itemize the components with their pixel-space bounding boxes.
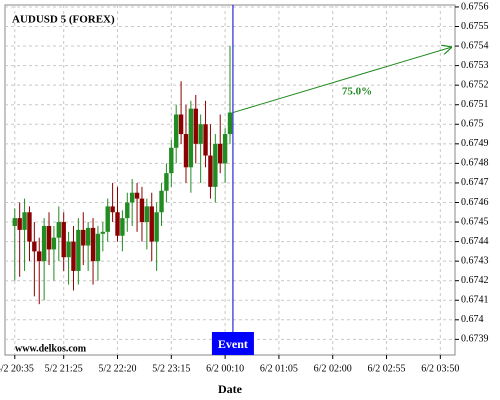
y-tick-label: 0.6755 bbox=[461, 21, 489, 32]
candle-body bbox=[178, 114, 184, 135]
candle-body bbox=[218, 143, 223, 164]
candle-body bbox=[125, 202, 130, 219]
candle-body bbox=[183, 134, 189, 168]
candle-body bbox=[41, 225, 47, 262]
y-tick-label: 0.6741 bbox=[461, 295, 489, 306]
candle-body bbox=[56, 222, 62, 238]
candle-body bbox=[164, 173, 169, 191]
candle-body bbox=[95, 233, 101, 262]
candle-body bbox=[134, 192, 140, 199]
candle-body bbox=[213, 143, 218, 187]
candle-body bbox=[90, 227, 96, 262]
candle-body bbox=[203, 124, 208, 156]
x-tick-label: 6/2 02:00 bbox=[314, 363, 352, 374]
watermark: www.delkos.com bbox=[15, 343, 87, 354]
x-tick-label: 6/2 01:05 bbox=[260, 363, 298, 374]
candle-body bbox=[149, 206, 154, 242]
candle-body bbox=[169, 147, 174, 174]
candle-body bbox=[208, 155, 213, 187]
candle-body bbox=[193, 108, 198, 144]
candle-body bbox=[66, 241, 71, 258]
projection-label: 75.0% bbox=[342, 86, 372, 98]
projection-arrow bbox=[232, 47, 452, 114]
y-tick-label: 0.6746 bbox=[461, 197, 489, 208]
candle-body bbox=[105, 206, 110, 232]
y-tick-label: 0.674 bbox=[461, 314, 484, 325]
y-tick-label: 0.6747 bbox=[461, 177, 489, 188]
candle-body bbox=[115, 212, 120, 236]
candle-body bbox=[173, 114, 179, 148]
y-tick-label: 0.6748 bbox=[461, 158, 489, 169]
candle-body bbox=[17, 218, 22, 230]
candle-body bbox=[222, 134, 228, 164]
y-tick-label: 0.6754 bbox=[461, 40, 489, 51]
candle-body bbox=[110, 206, 115, 213]
x-tick-label: 5/2 22:20 bbox=[98, 363, 136, 374]
candle-body bbox=[76, 229, 81, 271]
y-tick-label: 0.6756 bbox=[461, 1, 489, 12]
x-tick-label: 5/2 20:35 bbox=[0, 363, 34, 374]
candle-body bbox=[81, 229, 86, 246]
y-tick-label: 0.6743 bbox=[461, 255, 489, 266]
y-tick-label: 0.6752 bbox=[461, 79, 489, 90]
candle-body bbox=[144, 206, 150, 223]
candle-body bbox=[129, 192, 135, 203]
candle-body bbox=[12, 218, 17, 226]
candle-body bbox=[139, 198, 145, 223]
y-tick-label: 0.6742 bbox=[461, 275, 489, 286]
candle-body bbox=[51, 237, 57, 250]
event-label: Event bbox=[218, 337, 248, 351]
candle-body bbox=[71, 241, 76, 271]
candle-body bbox=[85, 227, 91, 246]
x-axis-label: Date bbox=[218, 382, 243, 396]
candle-body bbox=[188, 108, 194, 168]
candle-body bbox=[27, 212, 32, 242]
candle-body bbox=[32, 241, 37, 252]
candle-body bbox=[100, 231, 106, 234]
candle-body bbox=[120, 218, 125, 236]
x-tick-label: 6/2 00:10 bbox=[206, 363, 244, 374]
candle-body bbox=[154, 212, 159, 242]
x-tick-label: 6/2 02:55 bbox=[367, 363, 405, 374]
candle-body bbox=[22, 212, 27, 230]
y-tick-label: 0.6744 bbox=[461, 236, 489, 247]
x-tick-label: 5/2 23:15 bbox=[152, 363, 190, 374]
event-box bbox=[211, 332, 254, 355]
y-tick-label: 0.6739 bbox=[461, 334, 489, 345]
candle-body bbox=[227, 112, 233, 135]
x-tick-label: 6/2 03:50 bbox=[421, 363, 459, 374]
y-tick-label: 0.6745 bbox=[461, 216, 489, 227]
chart-title: AUDUSD 5 (FOREX) bbox=[12, 14, 115, 26]
candle-body bbox=[61, 222, 66, 258]
y-tick-label: 0.6753 bbox=[461, 60, 489, 71]
candle-body bbox=[159, 190, 164, 213]
candle-body bbox=[37, 251, 42, 262]
y-tick-label: 0.6751 bbox=[461, 99, 489, 110]
candle-body bbox=[198, 124, 203, 144]
y-tick-label: 0.6749 bbox=[461, 138, 489, 149]
candle-body bbox=[46, 225, 52, 250]
y-tick-label: 0.675 bbox=[461, 119, 484, 130]
x-tick-label: 5/2 21:25 bbox=[45, 363, 83, 374]
